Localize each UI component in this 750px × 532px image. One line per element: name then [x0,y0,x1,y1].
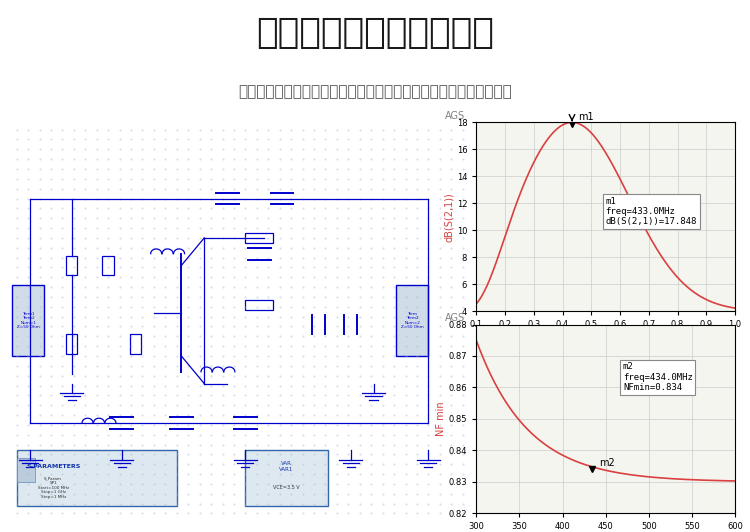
Text: AGS: AGS [446,313,465,323]
Text: VCE=3.5 V: VCE=3.5 V [273,485,300,491]
Text: AGS: AGS [446,111,465,121]
Text: m2
freq=434.0MHz
NFmin=0.834: m2 freq=434.0MHz NFmin=0.834 [622,362,693,392]
Text: S-PARAMETERS: S-PARAMETERS [26,464,80,469]
Bar [245,233,273,243]
Text: VAR
VAR1: VAR VAR1 [280,461,294,472]
Bar [245,451,328,505]
Bar [130,335,141,354]
Text: 提高产品品质，做到有据可依。大大提高效率，加速产品开发进度。: 提高产品品质，做到有据可依。大大提高效率，加速产品开发进度。 [238,84,512,99]
Bar [16,451,177,505]
Bar [66,335,77,354]
Y-axis label: dB(S(2,1)): dB(S(2,1)) [444,192,454,242]
Bar [245,300,273,310]
Bar [396,285,428,356]
Text: m2: m2 [598,458,614,468]
Bar [66,256,77,276]
X-axis label: freq, GHz: freq, GHz [581,332,630,342]
Text: m1: m1 [578,112,593,122]
Text: Term1
Term2
Num=1
Z=50 Ohm: Term1 Term2 Num=1 Z=50 Ohm [16,312,40,329]
Text: 射频仿真设计阶段全介入: 射频仿真设计阶段全介入 [256,16,494,50]
Text: Term
Term2
Num=2
Z=50 Ohm: Term Term2 Num=2 Z=50 Ohm [401,312,424,329]
Bar [12,285,44,356]
Text: m1
freq=433.0MHz
dB(S(2,1))=17.848: m1 freq=433.0MHz dB(S(2,1))=17.848 [606,196,697,226]
Bar [16,459,35,482]
Y-axis label: NF min: NF min [436,402,445,436]
Bar [103,256,114,276]
Text: S_Param
SP1
Start=100 MHz
Stop=1 GHz
Step=1 MHz: S_Param SP1 Start=100 MHz Stop=1 GHz Ste… [38,477,69,499]
